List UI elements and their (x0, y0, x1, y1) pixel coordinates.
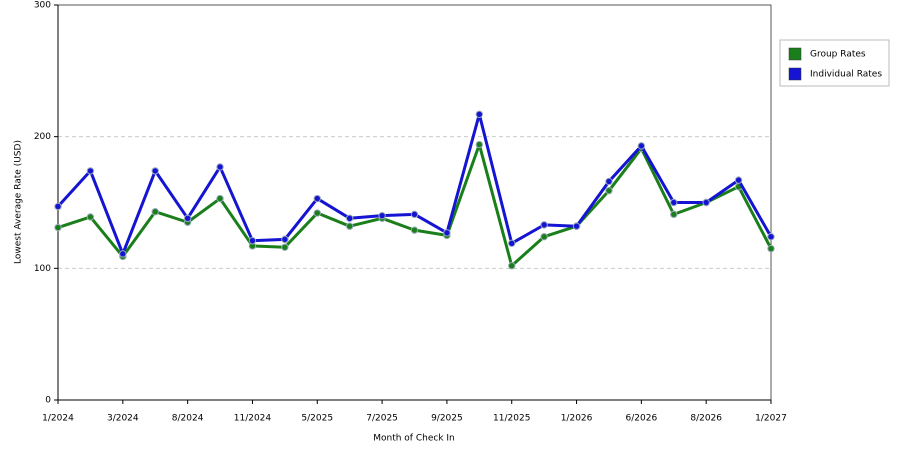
x-tick-label: 6/2026 (626, 414, 658, 424)
data-point (572, 222, 581, 230)
data-point (313, 209, 321, 217)
data-point (248, 236, 257, 245)
data-point (151, 208, 159, 216)
x-tick-label: 1/2026 (561, 414, 593, 424)
legend-swatch (788, 47, 802, 61)
data-point (540, 233, 548, 241)
data-point (443, 229, 451, 237)
data-point (508, 262, 516, 270)
x-tick-label: 8/2026 (690, 414, 722, 424)
data-point (86, 167, 95, 175)
data-point (281, 243, 289, 251)
data-point (508, 239, 516, 248)
data-point (410, 210, 419, 219)
data-point (410, 226, 419, 234)
legend-label: Group Rates (810, 50, 866, 60)
plot-frame (57, 4, 772, 401)
data-point (475, 110, 484, 118)
data-point (767, 233, 775, 241)
data-point (86, 213, 95, 221)
data-point (605, 177, 613, 186)
x-tick-label: 3/2024 (107, 414, 139, 424)
x-tick-label: 9/2025 (431, 414, 463, 424)
legend-label: Individual Rates (810, 70, 882, 80)
data-point (637, 142, 646, 150)
data-point (670, 198, 678, 207)
data-point (119, 250, 127, 258)
y-tick-label: 200 (34, 132, 51, 142)
x-tick-label: 11/2024 (234, 414, 272, 424)
data-point (151, 167, 159, 175)
y-axis-label: Lowest Average Rate (USD) (14, 140, 24, 264)
data-point (734, 176, 743, 184)
x-axis-label: Month of Check In (373, 434, 455, 444)
y-tick-label: 100 (34, 264, 51, 274)
data-point (183, 214, 192, 223)
x-tick-label: 11/2025 (493, 414, 530, 424)
data-point (345, 222, 354, 230)
data-point (702, 198, 710, 207)
data-point (54, 202, 62, 211)
data-point (475, 140, 484, 149)
series-line (57, 143, 773, 268)
legend-swatch (788, 67, 802, 81)
data-point (345, 214, 354, 223)
data-point (605, 186, 613, 195)
data-point (767, 244, 775, 253)
y-tick-label: 0 (45, 396, 51, 406)
data-point (670, 210, 678, 219)
data-point (378, 211, 386, 220)
data-point (540, 221, 548, 229)
x-tick-label: 5/2025 (301, 414, 333, 424)
x-tick-label: 8/2024 (172, 414, 204, 424)
x-tick-label: 7/2025 (366, 414, 398, 424)
data-point (216, 163, 224, 171)
y-tick-label: 300 (34, 1, 51, 11)
data-point (54, 223, 62, 232)
x-tick-label: 1/2024 (42, 414, 74, 424)
data-point (313, 194, 321, 203)
data-point (281, 235, 289, 244)
x-tick-label: 1/2027 (755, 414, 787, 424)
data-point (216, 194, 224, 203)
